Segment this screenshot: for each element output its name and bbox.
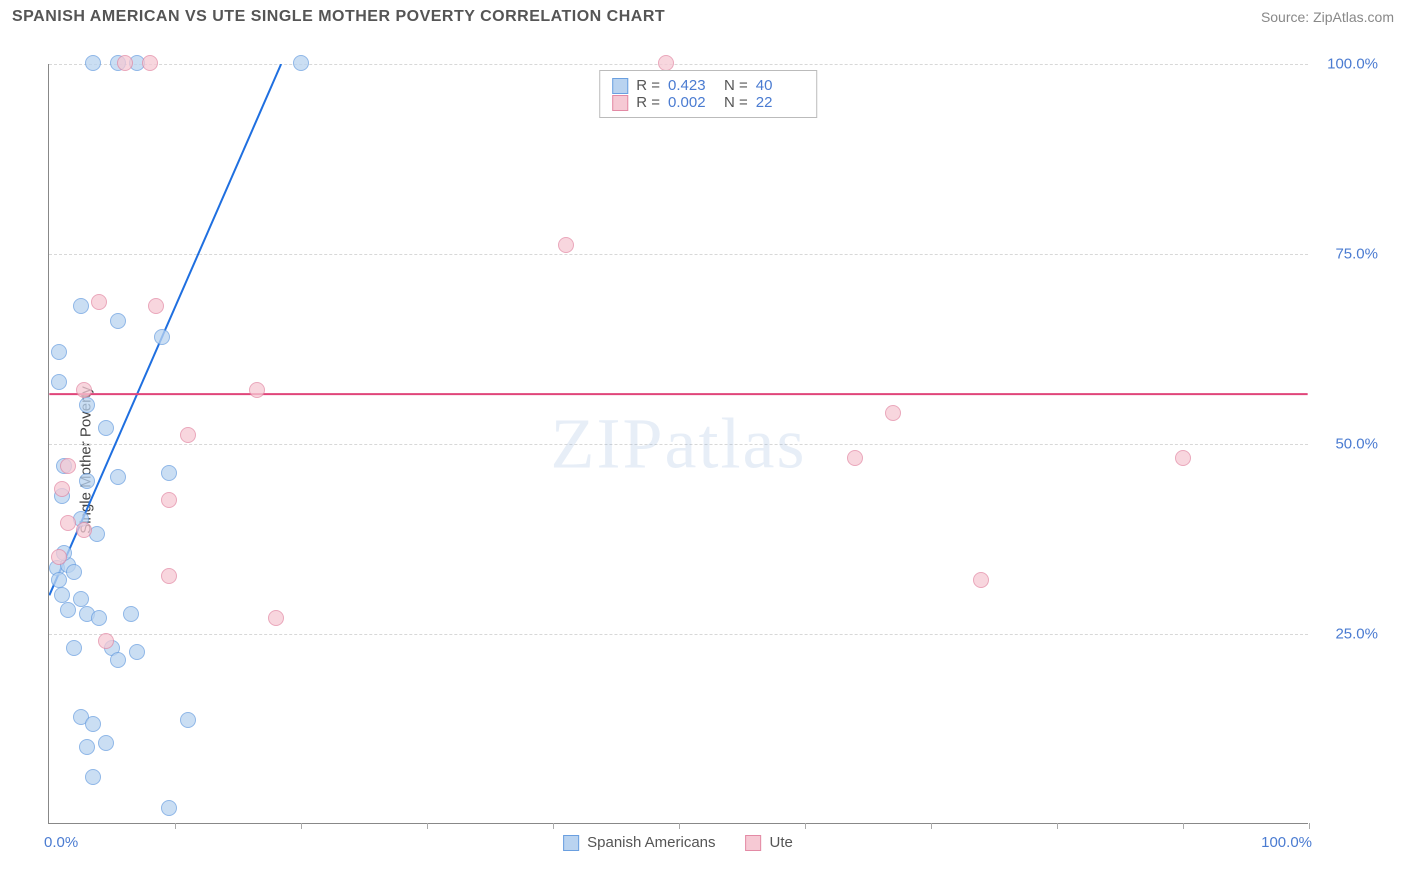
scatter-point (51, 344, 67, 360)
legend-r-value: 0.002 (668, 94, 716, 111)
scatter-point (85, 769, 101, 785)
legend-swatch-icon (612, 78, 628, 94)
gridline (49, 444, 1308, 445)
x-tick (931, 823, 932, 829)
legend-r-label: R = (636, 94, 660, 111)
scatter-point (249, 382, 265, 398)
scatter-point (268, 610, 284, 626)
x-tick (1057, 823, 1058, 829)
legend-swatch-icon (746, 835, 762, 851)
scatter-point (293, 55, 309, 71)
x-tick (1309, 823, 1310, 829)
scatter-point (85, 55, 101, 71)
scatter-point (885, 405, 901, 421)
scatter-point (973, 572, 989, 588)
y-tick-label: 75.0% (1318, 246, 1378, 263)
scatter-point (51, 549, 67, 565)
correlation-legend: R = 0.423 N = 40 R = 0.002 N = 22 (599, 70, 817, 118)
x-tick (679, 823, 680, 829)
legend-r-value: 0.423 (668, 77, 716, 94)
scatter-point (60, 515, 76, 531)
scatter-point (60, 458, 76, 474)
gridline (49, 634, 1308, 635)
x-tick (805, 823, 806, 829)
scatter-point (98, 420, 114, 436)
scatter-point (117, 55, 133, 71)
scatter-point (180, 427, 196, 443)
scatter-point (142, 55, 158, 71)
scatter-point (79, 739, 95, 755)
scatter-point (180, 712, 196, 728)
scatter-point (76, 522, 92, 538)
legend-r-label: R = (636, 77, 660, 94)
x-tick (553, 823, 554, 829)
series-legend-label: Ute (770, 834, 793, 851)
scatter-point (161, 800, 177, 816)
x-tick (1183, 823, 1184, 829)
series-legend-item: Ute (746, 834, 793, 851)
correlation-legend-row: R = 0.002 N = 22 (612, 94, 804, 111)
scatter-point (76, 382, 92, 398)
scatter-point (123, 606, 139, 622)
legend-swatch-icon (612, 95, 628, 111)
scatter-point (54, 587, 70, 603)
chart-header: SPANISH AMERICAN VS UTE SINGLE MOTHER PO… (0, 0, 1406, 30)
scatter-point (51, 374, 67, 390)
scatter-point (161, 465, 177, 481)
series-legend-label: Spanish Americans (587, 834, 715, 851)
x-axis-max-label: 100.0% (1261, 834, 1312, 851)
scatter-point (161, 568, 177, 584)
gridline (49, 64, 1308, 65)
y-tick-label: 100.0% (1318, 56, 1378, 73)
x-axis-min-label: 0.0% (44, 834, 78, 851)
scatter-point (66, 640, 82, 656)
scatter-point (658, 55, 674, 71)
legend-n-value: 22 (756, 94, 804, 111)
scatter-point (79, 473, 95, 489)
scatter-point (73, 298, 89, 314)
y-tick-label: 50.0% (1318, 436, 1378, 453)
scatter-point (91, 294, 107, 310)
legend-swatch-icon (563, 835, 579, 851)
scatter-point (73, 591, 89, 607)
chart-container: Single Mother Poverty ZIPatlas 25.0%50.0… (20, 40, 1396, 880)
scatter-point (110, 313, 126, 329)
scatter-point (1175, 450, 1191, 466)
chart-title: SPANISH AMERICAN VS UTE SINGLE MOTHER PO… (12, 8, 665, 26)
scatter-point (91, 610, 107, 626)
scatter-point (85, 716, 101, 732)
scatter-point (110, 469, 126, 485)
legend-n-value: 40 (756, 77, 804, 94)
gridline (49, 254, 1308, 255)
scatter-point (847, 450, 863, 466)
x-tick (175, 823, 176, 829)
scatter-point (148, 298, 164, 314)
scatter-point (129, 644, 145, 660)
scatter-point (60, 602, 76, 618)
scatter-point (66, 564, 82, 580)
x-axis-labels: 0.0% Spanish AmericansUte 100.0% (48, 834, 1308, 864)
y-tick-label: 25.0% (1318, 626, 1378, 643)
series-legend: Spanish Americans Ute (563, 834, 793, 851)
scatter-point (98, 633, 114, 649)
legend-n-label: N = (724, 94, 748, 111)
scatter-point (54, 481, 70, 497)
scatter-point (98, 735, 114, 751)
scatter-point (51, 572, 67, 588)
x-tick (301, 823, 302, 829)
scatter-point (154, 329, 170, 345)
chart-source: Source: ZipAtlas.com (1261, 9, 1394, 25)
scatter-point (110, 652, 126, 668)
scatter-point (558, 237, 574, 253)
plot-area: ZIPatlas 25.0%50.0%75.0%100.0% (48, 64, 1308, 824)
legend-n-label: N = (724, 77, 748, 94)
series-legend-item: Spanish Americans (563, 834, 715, 851)
scatter-point (161, 492, 177, 508)
scatter-point (79, 397, 95, 413)
x-tick (427, 823, 428, 829)
correlation-legend-row: R = 0.423 N = 40 (612, 77, 804, 94)
